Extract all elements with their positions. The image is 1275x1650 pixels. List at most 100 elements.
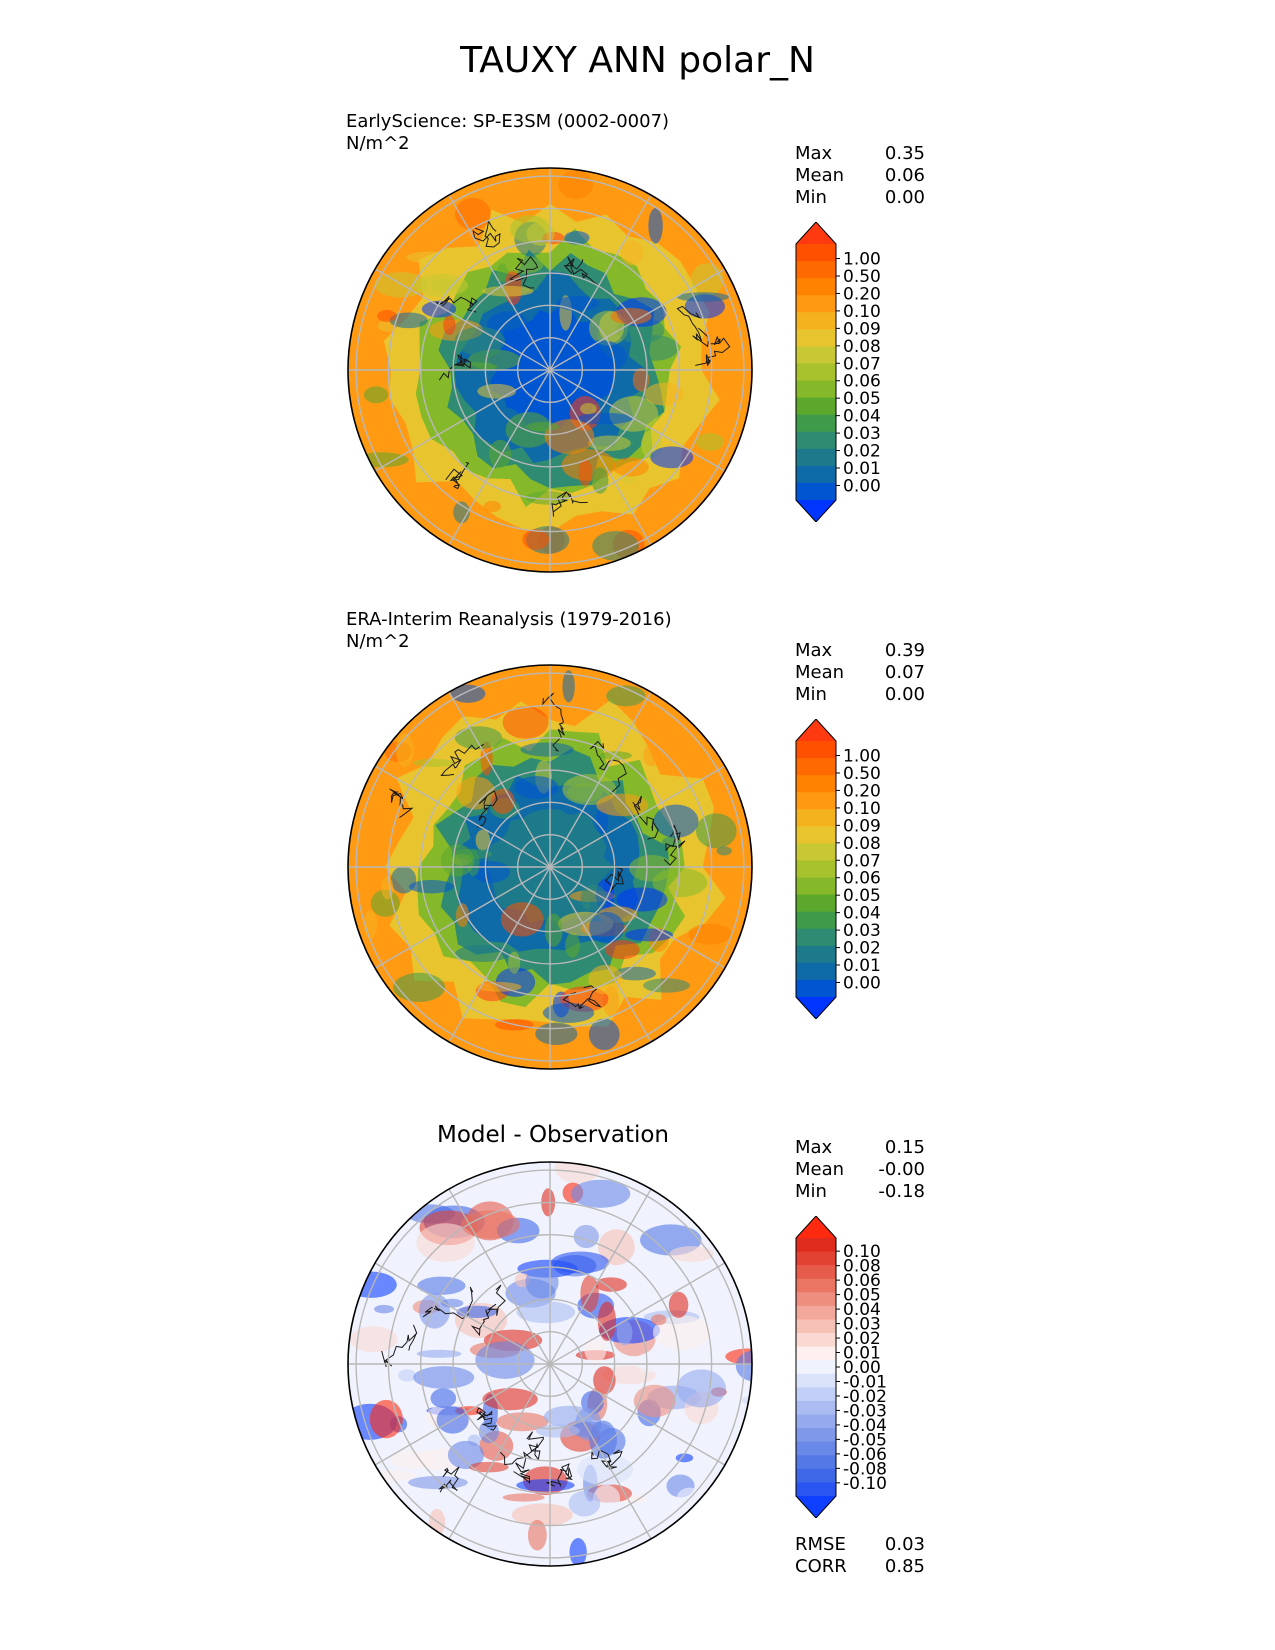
colorbar-tick-label: 0.04: [843, 1300, 881, 1320]
colorbar-tick-label: 0.03: [843, 1315, 881, 1335]
colorbar-tick-label: 0.05: [843, 1286, 881, 1306]
colorbar-band: [796, 1441, 836, 1456]
colorbar-tick-label: 0.20: [843, 781, 881, 801]
colorbar-band: [796, 1278, 836, 1293]
colorbar-tick-label: 0.04: [843, 407, 881, 427]
colorbar-tick-label: 0.01: [843, 956, 881, 976]
colorbar-band: [796, 1373, 836, 1388]
coastline: [523, 1431, 544, 1461]
colorbar-band: [796, 1319, 836, 1334]
colorbar-tick-label: -0.05: [843, 1430, 887, 1450]
colorbar-tick-label: 1.00: [843, 747, 881, 767]
coastline: [422, 1286, 474, 1320]
colorbar-band: [796, 741, 836, 759]
stat-max: Max 0.35: [795, 143, 925, 164]
colorbar-tick-label: -0.03: [843, 1401, 887, 1421]
colorbar-tick-label: 1.00: [843, 250, 881, 270]
colorbar-band: [796, 809, 836, 827]
colorbar-band: [796, 1333, 836, 1348]
map-boundary: [347, 1161, 753, 1567]
colorbar-tick-label: 0.08: [843, 834, 881, 854]
colorbar-band: [796, 1414, 836, 1429]
colorbar-outline: [795, 222, 837, 522]
colorbar-tick-label: 0.06: [843, 869, 881, 889]
colorbar-extend-top: [796, 719, 836, 741]
colorbar-tick-label: 0.08: [843, 337, 881, 357]
colorbar-extend-bottom: [796, 500, 836, 522]
colorbar-band: [796, 244, 836, 262]
panel3-colorbar: 0.100.080.060.050.040.030.020.010.00-0.0…: [795, 1216, 887, 1518]
colorbar-band: [796, 894, 836, 913]
coastline: [663, 824, 686, 866]
colorbar-tick-label: 0.10: [843, 302, 881, 322]
panel3-stats: Max 0.15 Mean -0.00 Min -0.18: [795, 1137, 925, 1203]
coastline: [589, 740, 627, 794]
stat-min: Min 0.00: [795, 187, 925, 208]
colorbar-band: [796, 1400, 836, 1416]
colorbar-band: [796, 911, 836, 930]
graticule-meridian: [374, 765, 726, 969]
panel1-map: [347, 167, 753, 573]
colorbar-band: [796, 1265, 836, 1280]
panel3-metrics: RMSE 0.03 CORR 0.85: [795, 1534, 925, 1578]
colorbar-tick-label: 0.04: [843, 904, 881, 924]
colorbar-tick-label: 0.01: [843, 459, 881, 479]
panel1-units: N/m^2: [346, 133, 410, 154]
coastline: [445, 462, 470, 490]
colorbar-tick-label: 0.01: [843, 1344, 881, 1364]
colorbar-band: [796, 1387, 836, 1402]
coastline: [499, 1451, 531, 1484]
colorbar-tick-label: 0.50: [843, 764, 881, 784]
colorbar-tick-label: 0.03: [843, 921, 881, 941]
colorbar-tick-label: 0.00: [843, 973, 881, 993]
colorbar-band: [796, 414, 836, 433]
colorbar-extend-top: [796, 1216, 836, 1238]
colorbar-band: [796, 1468, 836, 1484]
colorbar-tick-label: 0.09: [843, 319, 881, 339]
colorbar-tick-label: 0.05: [843, 886, 881, 906]
panel3-map: [347, 1161, 753, 1567]
colorbar-band: [796, 380, 836, 399]
colorbar-outline: [795, 1216, 837, 1518]
colorbar-tick-label: -0.06: [843, 1445, 887, 1465]
coastline: [381, 1324, 418, 1368]
stat-max: Max 0.39: [795, 640, 925, 661]
colorbar-band: [796, 363, 836, 382]
panel3-title: Model - Observation: [436, 1122, 670, 1148]
colorbar-tick-label: 0.06: [843, 1271, 881, 1291]
colorbar-band: [796, 1346, 836, 1361]
stat-mean: Mean 0.07: [795, 662, 925, 683]
colorbar-band: [796, 1292, 836, 1307]
colorbar-band: [796, 295, 836, 313]
metric-corr: CORR 0.85: [795, 1556, 925, 1577]
colorbar-band: [796, 1360, 836, 1375]
panel1-title: EarlyScience: SP-E3SM (0002-0007): [346, 111, 670, 132]
coastline: [632, 795, 659, 840]
colorbar-band: [796, 482, 836, 501]
coastline: [436, 295, 478, 313]
colorbar-band: [796, 1305, 836, 1321]
coastline: [470, 1284, 506, 1337]
colorbar-tick-label: 0.20: [843, 284, 881, 304]
colorbar-band: [796, 979, 836, 998]
coastline: [476, 790, 498, 828]
colorbar-band: [796, 465, 836, 484]
colorbar-band: [796, 945, 836, 964]
graticule-meridian: [374, 1262, 726, 1466]
coastline: [676, 305, 710, 348]
colorbar-band: [796, 843, 836, 862]
colorbar-tick-label: 0.03: [843, 424, 881, 444]
coastline: [542, 692, 565, 752]
colorbar-band: [796, 877, 836, 896]
figure-title: TAUXY ANN polar_N: [460, 40, 815, 81]
colorbar-tick-label: -0.02: [843, 1387, 887, 1407]
coastline: [551, 491, 588, 517]
colorbar-band: [796, 1428, 836, 1443]
coastline: [562, 985, 602, 1010]
colorbar-tick-label: 0.07: [843, 354, 881, 374]
colorbar-band: [796, 1238, 836, 1253]
coastline: [563, 256, 602, 289]
coastline: [508, 255, 539, 289]
metric-rmse: RMSE 0.03: [795, 1534, 925, 1555]
colorbar-band: [796, 278, 836, 296]
